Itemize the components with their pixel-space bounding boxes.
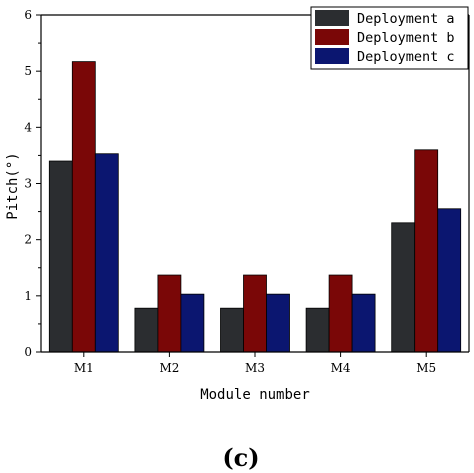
- y-tick-label-3: 3: [24, 177, 32, 191]
- legend-swatch-deployment-a: [315, 10, 349, 26]
- bar-deployment-c-m5: [437, 208, 462, 353]
- y-axis-title: Pitch(°): [5, 152, 21, 219]
- panel-label: (c): [222, 443, 259, 472]
- legend-label-deployment-a: Deployment a: [357, 11, 455, 27]
- bar-deployment-a-m4: [305, 307, 330, 353]
- bar-deployment-c-m2: [180, 293, 205, 353]
- y-tick-label-6: 6: [24, 8, 32, 22]
- bar-deployment-c-m3: [266, 293, 290, 353]
- y-tick-label-5: 5: [24, 64, 32, 78]
- y-tick-label-1: 1: [24, 289, 32, 303]
- legend-swatch-deployment-b: [315, 29, 349, 45]
- bar-deployment-b-m3: [243, 274, 267, 353]
- x-tick-label-m5: M5: [416, 361, 436, 375]
- legend-label-deployment-c: Deployment c: [357, 49, 455, 65]
- x-axis-title: Module number: [200, 387, 310, 403]
- bar-deployment-a-m5: [391, 222, 416, 353]
- bar-deployment-b-m1: [71, 61, 96, 353]
- bar-deployment-b-m2: [157, 274, 182, 353]
- x-tick-label-m2: M2: [159, 361, 179, 375]
- bar-deployment-c-m1: [94, 153, 119, 353]
- x-tick-label-m1: M1: [74, 361, 94, 375]
- x-tick-label-m3: M3: [245, 361, 265, 375]
- bar-deployment-b-m4: [328, 274, 353, 353]
- legend: Deployment a Deployment b Deployment c: [310, 6, 469, 70]
- y-tick-label-0: 0: [24, 345, 32, 359]
- legend-label-deployment-b: Deployment b: [357, 30, 455, 46]
- x-tick-label-m4: M4: [331, 361, 351, 375]
- y-tick-label-4: 4: [24, 120, 32, 134]
- legend-swatch-deployment-c: [315, 48, 349, 64]
- bar-deployment-b-m5: [414, 149, 439, 353]
- y-tick-label-2: 2: [24, 233, 32, 247]
- plot-area: 0 1 2 3 4 5 6 M1 M2 M3 M4 M5: [24, 8, 470, 375]
- bar-deployment-a-m1: [48, 160, 73, 353]
- bar-deployment-c-m4: [351, 293, 376, 353]
- bar-deployment-a-m3: [220, 307, 244, 353]
- bar-deployment-a-m2: [134, 307, 159, 353]
